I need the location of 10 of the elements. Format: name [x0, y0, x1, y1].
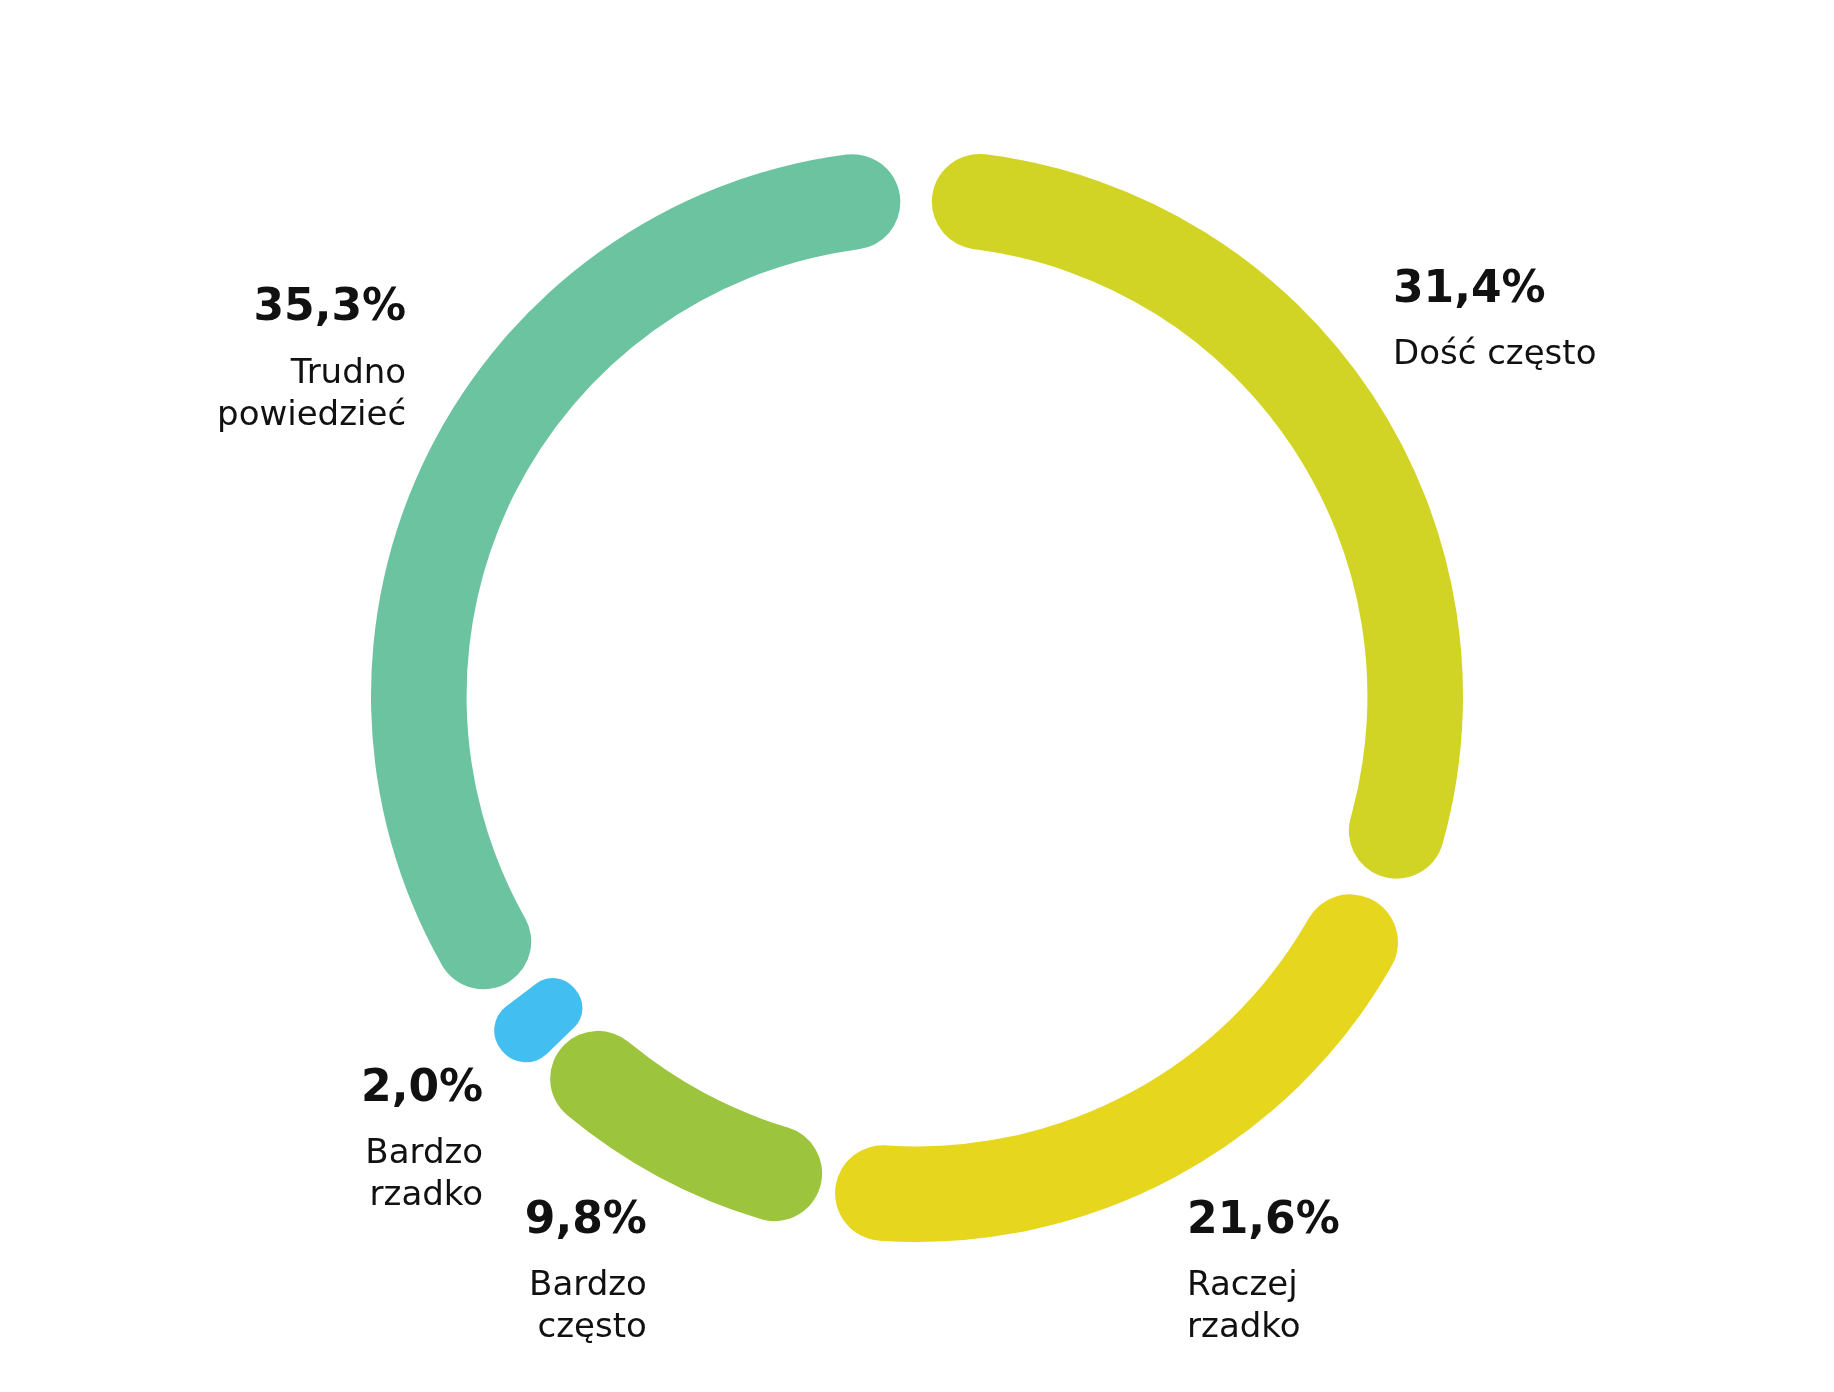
slice-label: Trudno powiedzieć	[217, 350, 407, 433]
slice-label: Dość często	[1392, 332, 1597, 373]
data-label: 21,6%	[1187, 1191, 1340, 1243]
slice-label: Bardzo rzadko	[365, 1131, 484, 1214]
slice-label: Bardzo często	[529, 1262, 647, 1345]
data-label: 9,8%	[524, 1191, 647, 1243]
data-label: 31,4%	[1392, 260, 1546, 312]
slice-label: Raczej rzadko	[1187, 1262, 1301, 1345]
data-label: 35,3%	[253, 279, 407, 331]
data-label: 2,0%	[361, 1059, 484, 1111]
